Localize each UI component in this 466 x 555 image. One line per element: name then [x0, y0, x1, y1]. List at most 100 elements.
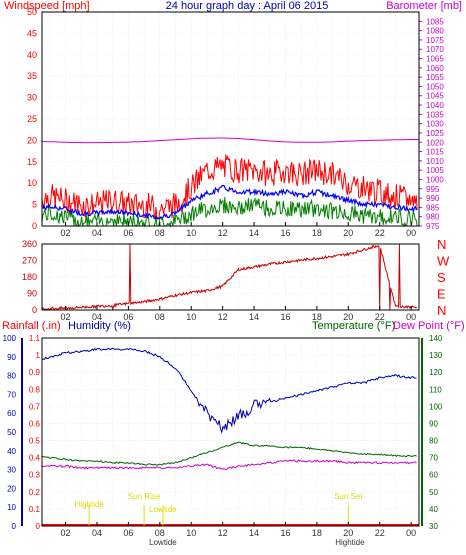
- temperature-tick-label: 50: [429, 488, 438, 497]
- panel3-xtick-label: 22: [375, 528, 385, 538]
- panel1-xtick-label: 04: [92, 228, 102, 238]
- annotation-label: Lowtide: [149, 505, 177, 514]
- barometer-tick-label: 1005: [426, 166, 444, 175]
- panel3-xtick-label: 20: [343, 528, 353, 538]
- panel1-xtick-label: 14: [249, 228, 259, 238]
- temperature-tick-label: 40: [429, 505, 438, 514]
- temperature-tick-label: 100: [429, 402, 443, 411]
- barometer-tick-label: 1010: [426, 157, 444, 166]
- humidity-tick-label: 70: [7, 390, 16, 399]
- barometer-axis-label: Barometer [mb]: [386, 0, 462, 12]
- panel1-frame: [41, 11, 420, 227]
- panel3-xtick-label: 02: [61, 528, 71, 538]
- panel2-xtick-label: 00: [406, 312, 416, 322]
- panel3-xtick-label: 06: [123, 528, 133, 538]
- panel2-xtick-label: 10: [186, 312, 196, 322]
- panel2-xtick-label: 04: [92, 312, 102, 322]
- panel1-xtick-label: 22: [375, 228, 385, 238]
- panel3-xtick-label: 16: [280, 528, 290, 538]
- temperature-tick-label: 60: [429, 471, 438, 480]
- panel3-xtick-label: 10: [186, 528, 196, 538]
- barometer-tick-label: 1035: [426, 110, 444, 119]
- panel1-xtick-label: 16: [280, 228, 290, 238]
- rain-humidity-temperature-panel: Rainfall (.in) Humidity (%) Temperature (°…: [2, 320, 465, 547]
- barometer-tick-label: 1080: [426, 27, 444, 36]
- barometer-tick-label: 1020: [426, 138, 444, 147]
- wind-average-line: [41, 184, 418, 220]
- wind-gust-line: [41, 154, 418, 221]
- barometer-tick-label: 1040: [426, 101, 444, 110]
- temperature-tick-label: 30: [429, 522, 438, 531]
- temperature-line: [42, 441, 417, 466]
- panel3-xtick-label: 00: [406, 528, 416, 538]
- temperature-tick-label: 110: [429, 385, 442, 394]
- barometer-tick-label: 1075: [426, 36, 444, 45]
- humidity-tick-label: 40: [7, 447, 16, 456]
- compass-label: S: [437, 270, 446, 285]
- compass-label: E: [437, 287, 446, 302]
- compass-label: W: [437, 254, 450, 269]
- barometer-tick-label: 1050: [426, 82, 444, 91]
- wind-tick-label: 45: [27, 28, 37, 38]
- panel2-xtick-label: 08: [155, 312, 165, 322]
- panel1-xtick-label: 10: [186, 228, 196, 238]
- barometer-tick-label: 990: [426, 194, 440, 203]
- rainfall-tick-label: 0.1: [29, 505, 41, 514]
- humidity-tick-label: 20: [7, 484, 16, 493]
- barometer-tick-label: 1065: [426, 55, 444, 64]
- panel2-xtick-label: 14: [249, 312, 259, 322]
- panel3-frame: [41, 337, 420, 527]
- wind-tick-label: 50: [27, 7, 37, 17]
- barometer-tick-label: 1045: [426, 92, 444, 101]
- panel1-xtick-label: 06: [123, 228, 133, 238]
- wind-barometer-panel: Windspeed [mph] Barometer [mb]05101520253…: [4, 0, 462, 238]
- humidity-tick-label: 100: [3, 334, 17, 343]
- annotation-label: Hightide: [74, 500, 104, 509]
- barometer-tick-label: 985: [426, 203, 440, 212]
- humidity-tick-label: 0: [12, 522, 17, 531]
- wind-tick-label: 25: [27, 114, 37, 124]
- panel2-frame: [41, 243, 420, 311]
- rainfall-axis-label: Rainfall (.in): [2, 320, 61, 332]
- panel2-xtick-label: 18: [312, 312, 322, 322]
- wind-tick-label: 15: [27, 157, 37, 167]
- barometer-tick-label: 995: [426, 185, 440, 194]
- rainfall-tick-label: 0.5: [29, 437, 41, 446]
- barometer-tick-label: 1055: [426, 73, 444, 82]
- humidity-tick-label: 60: [7, 409, 16, 418]
- compass-label: N: [437, 303, 446, 318]
- temperature-tick-label: 90: [429, 419, 438, 428]
- barometer-line: [41, 137, 419, 144]
- panel2-xtick-label: 16: [280, 312, 290, 322]
- compass-label: N: [437, 237, 446, 252]
- humidity-axis-label: Humidity (%): [68, 320, 131, 332]
- panel2-xtick-label: 02: [61, 312, 71, 322]
- panel3-xtick-label: 18: [312, 528, 322, 538]
- panel1-xtick-label: 12: [218, 228, 228, 238]
- humidity-tick-label: 80: [7, 372, 16, 381]
- rainfall-tick-label: 1: [36, 351, 41, 360]
- bottom-hightide-label: Hightide: [335, 538, 365, 547]
- chart-title: 24 hour graph day : April 06 2015: [166, 0, 329, 12]
- panel2-xtick-label: 12: [218, 312, 228, 322]
- rainfall-tick-label: 0.6: [29, 419, 41, 428]
- bottom-lowtide-label: Lowtide: [149, 538, 177, 547]
- temperature-tick-label: 140: [429, 334, 443, 343]
- rainfall-tick-label: 0.4: [29, 454, 41, 463]
- panel1-xtick-label: 18: [312, 228, 322, 238]
- dewpoint-axis-label: Dew Point (°F): [393, 320, 465, 332]
- humidity-line: [41, 347, 417, 434]
- wind-axis-label: Windspeed [mph]: [4, 0, 90, 12]
- rainfall-tick-label: 0.3: [29, 471, 41, 480]
- direction-tick-label: 0: [32, 305, 37, 315]
- temperature-tick-label: 70: [429, 454, 438, 463]
- barometer-tick-label: 980: [426, 213, 440, 222]
- rainfall-tick-label: 0.2: [29, 488, 41, 497]
- barometer-tick-label: 1070: [426, 45, 444, 54]
- rainfall-tick-label: 0.7: [29, 402, 41, 411]
- panel2-xtick-label: 06: [123, 312, 133, 322]
- barometer-tick-label: 1025: [426, 129, 444, 138]
- wind-tick-label: 5: [32, 200, 37, 210]
